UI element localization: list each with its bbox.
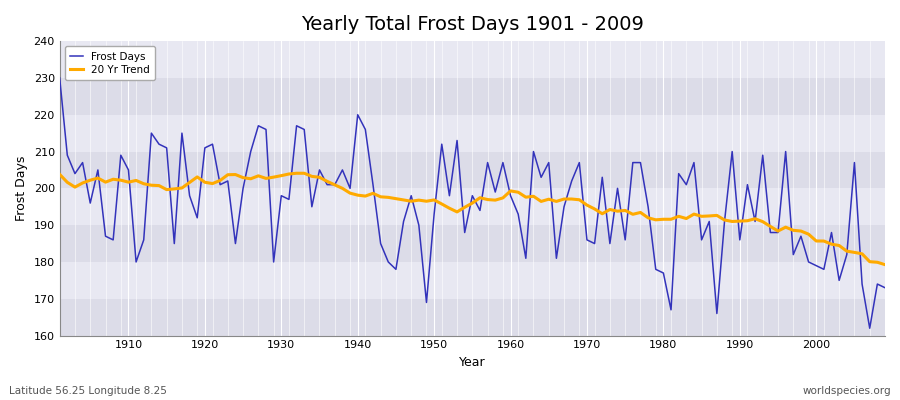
Bar: [59, 188, 885, 225]
Frost Days: [498, 160, 508, 165]
20 Yr Trend: [115, 178, 126, 182]
20 Yr Trend: [284, 172, 294, 176]
20 Yr Trend: [513, 190, 524, 195]
Frost Days: [115, 153, 126, 158]
Frost Days: [284, 197, 294, 202]
Frost Days: [879, 285, 890, 290]
X-axis label: Year: Year: [459, 356, 486, 369]
20 Yr Trend: [879, 262, 890, 267]
20 Yr Trend: [605, 207, 616, 212]
Text: worldspecies.org: worldspecies.org: [803, 386, 891, 396]
Frost Days: [505, 193, 516, 198]
Frost Days: [864, 326, 875, 331]
Frost Days: [54, 76, 65, 80]
20 Yr Trend: [337, 186, 347, 191]
Bar: [59, 115, 885, 152]
Line: 20 Yr Trend: 20 Yr Trend: [59, 173, 885, 265]
Line: Frost Days: Frost Days: [59, 78, 885, 328]
Frost Days: [597, 175, 608, 180]
Bar: [59, 152, 885, 188]
20 Yr Trend: [292, 171, 302, 176]
Frost Days: [329, 182, 340, 187]
Y-axis label: Frost Days: Frost Days: [15, 156, 28, 221]
Bar: [59, 262, 885, 299]
20 Yr Trend: [505, 188, 516, 193]
20 Yr Trend: [54, 172, 65, 177]
Bar: [59, 78, 885, 115]
Bar: [59, 225, 885, 262]
Text: Latitude 56.25 Longitude 8.25: Latitude 56.25 Longitude 8.25: [9, 386, 166, 396]
Title: Yearly Total Frost Days 1901 - 2009: Yearly Total Frost Days 1901 - 2009: [301, 15, 644, 34]
Legend: Frost Days, 20 Yr Trend: Frost Days, 20 Yr Trend: [65, 46, 155, 80]
Bar: [59, 299, 885, 336]
Bar: [59, 41, 885, 78]
